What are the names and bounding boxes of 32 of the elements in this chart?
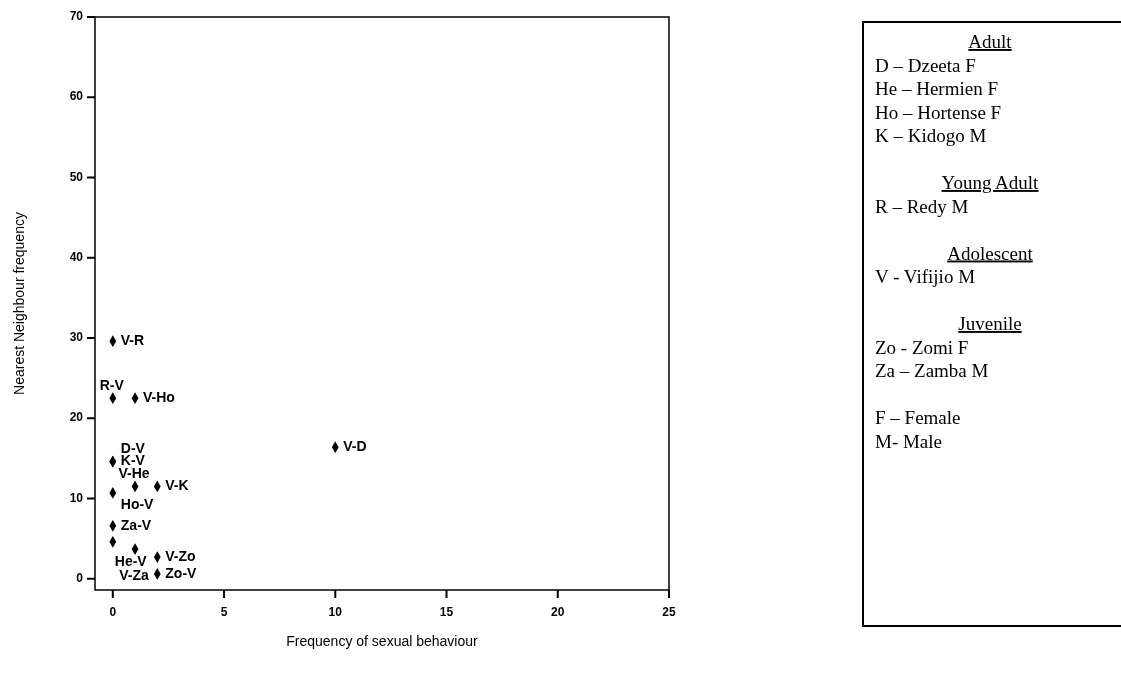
y-tick-label: 0 — [76, 570, 84, 585]
data-label: V-R — [120, 331, 145, 348]
data-label: V-D — [343, 437, 367, 454]
data-label: R-V — [99, 376, 125, 393]
data-label: V-Zo — [165, 547, 196, 564]
x-axis-title: Frequency of sexual behaviour — [286, 633, 479, 649]
y-tick-label: 70 — [69, 9, 84, 24]
text: Young Adult R – Redy M — [875, 172, 1040, 217]
y-axis-title: Nearest Neighbour frequency — [11, 212, 27, 395]
text: Adolescent V - Vifijio M — [875, 242, 1034, 287]
y-tick-label: 20 — [69, 410, 84, 425]
data-label: V-K — [165, 477, 189, 494]
y-tick-label: 50 — [69, 169, 84, 184]
data-label: Ho-V — [120, 495, 155, 512]
data-label: He-V — [114, 552, 148, 569]
y-tick-label: 30 — [69, 330, 84, 345]
x-tick-label: 25 — [662, 605, 676, 619]
y-tick-label: 40 — [69, 249, 84, 264]
x-tick-label: 5 — [220, 605, 228, 619]
x-tick-label: 10 — [328, 605, 343, 619]
y-tick-label: 10 — [69, 490, 84, 505]
x-tick-label: 0 — [109, 605, 117, 619]
data-label: V-Ho — [143, 388, 175, 405]
x-tick-label: 15 — [439, 605, 454, 619]
data-label: Zo-V — [165, 564, 198, 581]
text: F – Female M- Male — [875, 407, 961, 452]
text: Juvenile Zo - Zomi F Za – Zamba M — [875, 313, 1022, 381]
y-tick-label: 60 — [69, 89, 84, 104]
x-tick-label: 20 — [551, 605, 565, 619]
data-label: Za-V — [120, 516, 152, 533]
text: Adult D – Dzeeta F He – Hermien F Ho – Hortense F K – Kidogo M — [875, 31, 1013, 146]
data-label: V-Za — [119, 566, 150, 583]
